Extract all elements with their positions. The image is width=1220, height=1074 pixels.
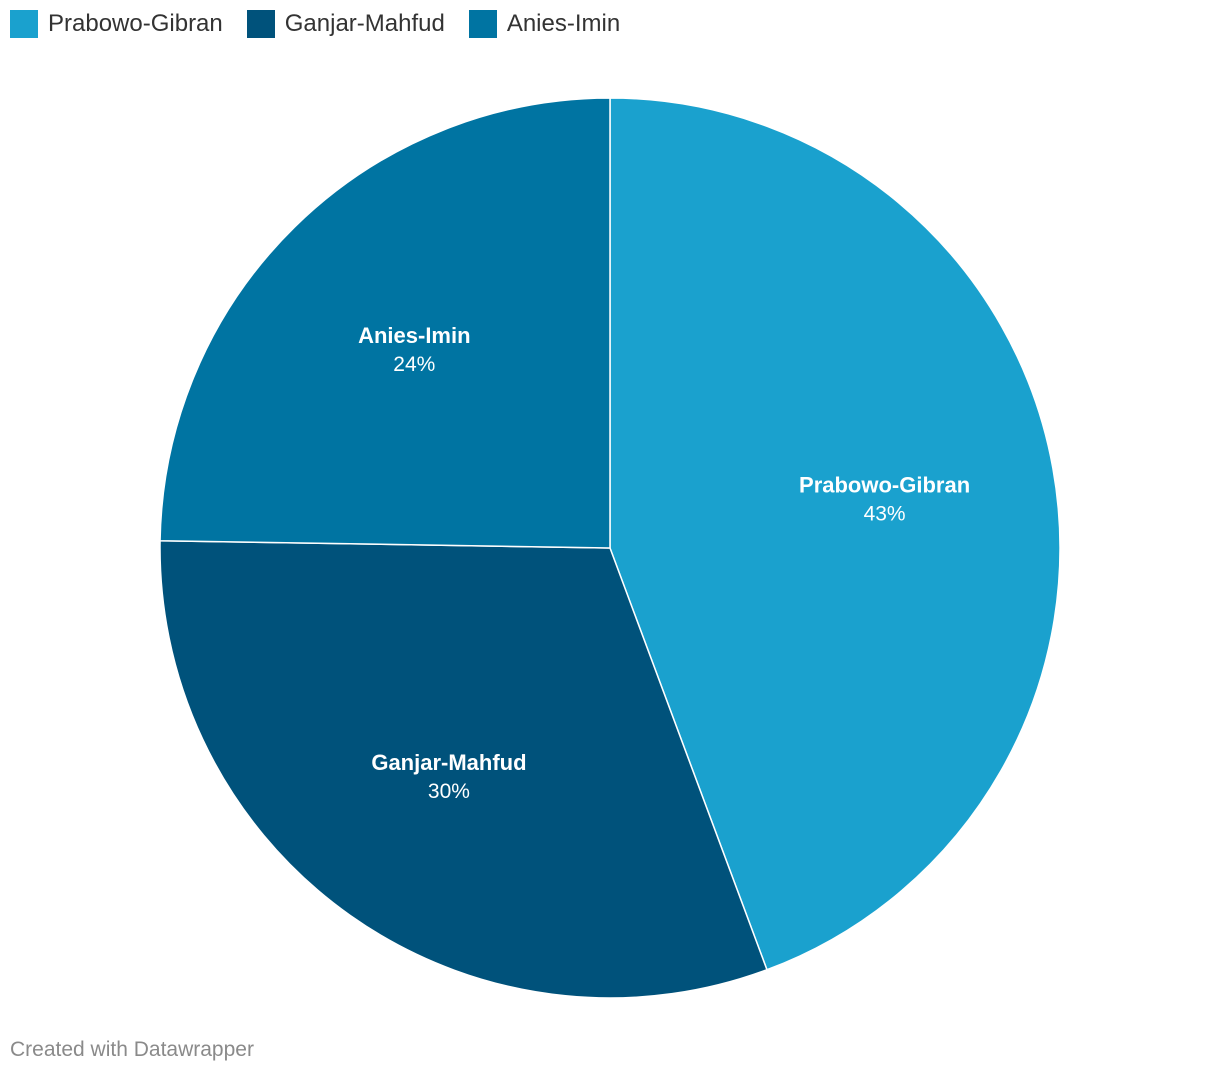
slice-label-value-anies-imin: 24% bbox=[393, 353, 435, 376]
legend-item-prabowo-gibran: Prabowo-Gibran bbox=[10, 8, 223, 40]
legend-label-prabowo-gibran: Prabowo-Gibran bbox=[48, 10, 223, 37]
slice-label-name-ganjar-mahfud: Ganjar-Mahfud bbox=[371, 750, 526, 775]
pie-slice-prabowo-gibran bbox=[609, 97, 1061, 971]
chart-legend: Prabowo-Gibran Ganjar-Mahfud Anies-Imin bbox=[10, 8, 644, 40]
slice-label-value-prabowo-gibran: 43% bbox=[864, 503, 906, 526]
pie-slice-ganjar-mahfud bbox=[159, 539, 768, 999]
slice-label-name-anies-imin: Anies-Imin bbox=[358, 323, 470, 348]
slice-label-name-prabowo-gibran: Prabowo-Gibran bbox=[799, 473, 970, 498]
pie-slice-anies-imin bbox=[159, 97, 611, 549]
legend-swatch-prabowo-gibran bbox=[10, 10, 38, 38]
legend-swatch-anies-imin bbox=[468, 10, 497, 38]
legend-label-ganjar-mahfud: Ganjar-Mahfud bbox=[284, 10, 445, 37]
legend-item-anies-imin: Anies-Imin bbox=[468, 8, 621, 40]
legend-item-ganjar-mahfud: Ganjar-Mahfud bbox=[246, 8, 445, 40]
footer-credit: Created with Datawrapper bbox=[10, 1038, 254, 1061]
slice-label-value-ganjar-mahfud: 30% bbox=[428, 780, 470, 803]
legend-label-anies-imin: Anies-Imin bbox=[506, 10, 621, 37]
legend-swatch-ganjar-mahfud bbox=[246, 10, 275, 38]
